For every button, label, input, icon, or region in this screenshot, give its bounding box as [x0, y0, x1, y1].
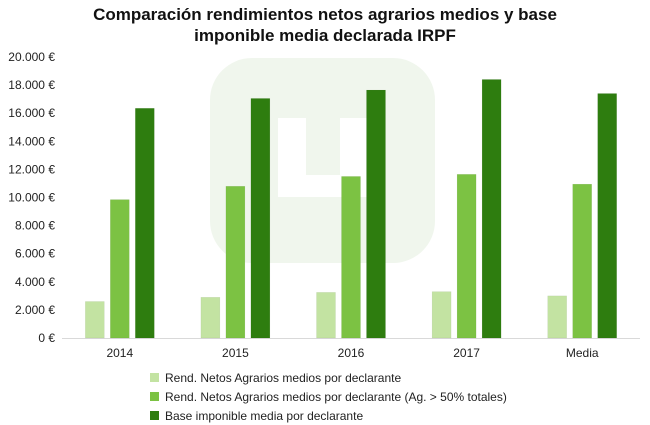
legend-swatch	[150, 392, 159, 401]
legend-label: Rend. Netos Agrarios medios por declaran…	[165, 370, 402, 385]
y-tick-label: 10.000 €	[8, 191, 55, 205]
legend-item-3: Base imponible media por declarante	[150, 406, 507, 425]
bar-series-2-2016	[341, 176, 361, 339]
bar-series-1-2015	[200, 297, 221, 339]
y-tick-label: 16.000 €	[8, 106, 55, 120]
x-tick-label: Media	[566, 346, 599, 360]
bar-series-2-2015	[225, 186, 246, 339]
legend-swatch	[150, 373, 159, 382]
legend-item-1: Rend. Netos Agrarios medios por declaran…	[150, 368, 507, 387]
chart-title: Comparación rendimientos netos agrarios …	[0, 4, 650, 46]
bar-series-2-2014	[110, 199, 130, 339]
bar-series-1-2017	[431, 291, 452, 339]
legend-item-2: Rend. Netos Agrarios medios por declaran…	[150, 387, 507, 406]
bar-series-2-2017	[456, 174, 477, 339]
legend-swatch	[150, 411, 159, 420]
bar-series-2-media	[572, 183, 592, 339]
bar-series-3-2015	[250, 98, 271, 339]
bar-series-3-2014	[135, 108, 155, 339]
bar-series-1-media	[547, 295, 567, 339]
y-tick-label: 8.000 €	[15, 219, 55, 233]
y-tick-label: 20.000 €	[8, 50, 55, 64]
y-tick-label: 4.000 €	[15, 275, 55, 289]
chart-title-line-1: Comparación rendimientos netos agrarios …	[93, 5, 557, 24]
bars	[85, 79, 617, 339]
bar-series-1-2014	[85, 301, 105, 339]
bar-series-1-2016	[316, 292, 336, 339]
bar-series-3-2017	[481, 79, 502, 339]
legend: Rend. Netos Agrarios medios por declaran…	[150, 368, 507, 425]
y-tick-label: 18.000 €	[8, 78, 55, 92]
legend-label: Rend. Netos Agrarios medios por declaran…	[165, 389, 507, 404]
x-tick-label: 2014	[106, 346, 133, 360]
y-tick-label: 0 €	[38, 331, 55, 345]
x-tick-label: 2016	[338, 346, 365, 360]
chart-title-line-2: imponible media declarada IRPF	[194, 26, 456, 45]
y-tick-label: 6.000 €	[15, 247, 55, 261]
y-axis: 0 € 2.000 € 4.000 € 6.000 € 8.000 € 10.000 € 1…	[8, 50, 55, 345]
bar-series-3-media	[597, 93, 617, 339]
bar-series-3-2016	[366, 89, 386, 339]
y-tick-label: 14.000 €	[8, 134, 55, 148]
x-axis: 2014 2015 2016 2017 Media	[62, 338, 640, 360]
x-tick-label: 2017	[453, 346, 480, 360]
y-tick-label: 12.000 €	[8, 162, 55, 176]
y-tick-label: 2.000 €	[15, 303, 55, 317]
x-tick-label: 2015	[222, 346, 249, 360]
legend-label: Base imponible media por declarante	[165, 408, 364, 423]
